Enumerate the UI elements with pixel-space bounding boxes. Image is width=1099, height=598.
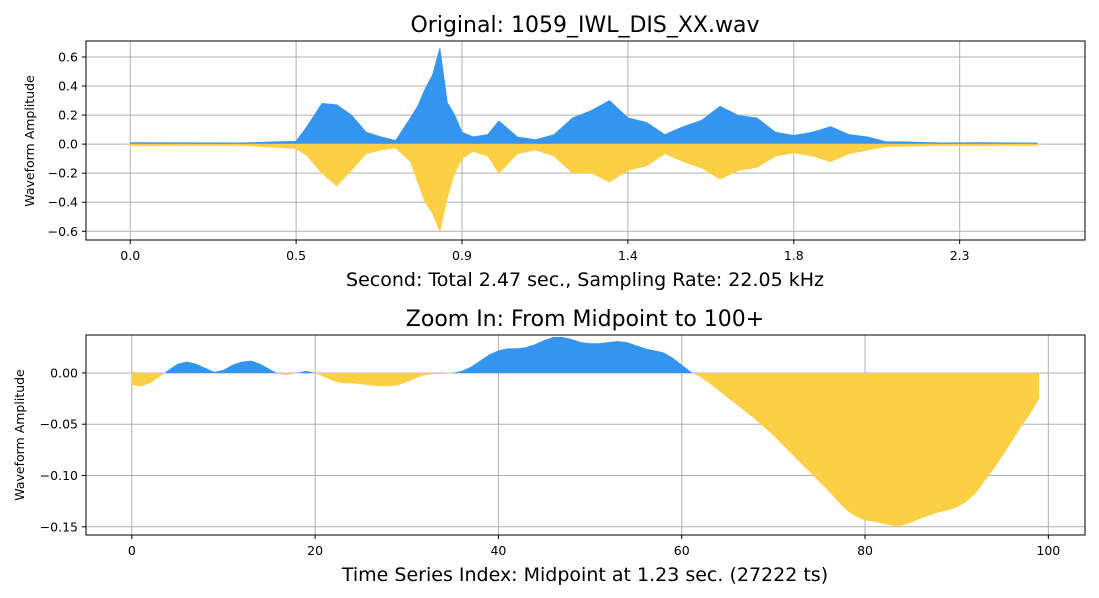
chart-zoom-xtick-label: 20 (307, 543, 323, 558)
chart-zoom-ytick-label: −0.10 (40, 468, 78, 483)
chart-zoom-ylabel: Waveform Amplitude (12, 369, 27, 501)
chart-original-xtick-label: 0.0 (120, 248, 140, 263)
chart-zoom: Zoom In: From Midpoint to 100+ 0 20 40 60 80… (12, 307, 1086, 586)
chart-original-xtick-label: 2.3 (950, 248, 970, 263)
chart-zoom-xtick-label: 40 (490, 543, 506, 558)
chart-zoom-xtick-label: 0 (128, 543, 136, 558)
chart-original-ytick-label: 0.6 (58, 49, 78, 64)
chart-original: Original: 1059_IWL_DIS_XX.wav 0.0 0.5 0.9 1… (22, 13, 1086, 291)
chart-original-xlabel: Second: Total 2.47 sec., Sampling Rate: … (346, 269, 824, 291)
chart-original-ytick-label: −0.6 (48, 224, 78, 239)
chart-zoom-xtick-label: 80 (857, 543, 873, 558)
chart-original-ytick-label: −0.4 (48, 195, 78, 210)
chart-zoom-waveform (131, 337, 1040, 526)
chart-zoom-xtick-label: 100 (1036, 543, 1060, 558)
chart-original-ytick-label: 0.2 (58, 108, 78, 123)
chart-original-negative-envelope (129, 143, 1038, 233)
chart-original-waveform (129, 48, 1038, 233)
chart-original-title: Original: 1059_IWL_DIS_XX.wav (410, 13, 759, 38)
chart-original-xtick-label: 0.5 (286, 248, 306, 263)
chart-zoom-title: Zoom In: From Midpoint to 100+ (406, 307, 764, 332)
chart-zoom-xtick-label: 60 (674, 543, 690, 558)
chart-original-ytick-label: −0.2 (48, 166, 78, 181)
chart-original-xtick-label: 1.8 (784, 248, 804, 263)
chart-zoom-ytick-label: −0.15 (40, 519, 78, 534)
chart-zoom-ytick-label: −0.05 (40, 417, 78, 432)
chart-original-xtick-label: 0.9 (452, 248, 472, 263)
chart-original-ytick-label: 0.0 (58, 137, 78, 152)
chart-zoom-positive-area (164, 337, 693, 373)
chart-original-positive-envelope (129, 48, 1038, 145)
chart-original-frame (85, 40, 1086, 241)
chart-original-ylabel: Waveform Amplitude (22, 75, 37, 207)
chart-zoom-xlabel: Time Series Index: Midpoint at 1.23 sec.… (341, 564, 828, 586)
chart-zoom-frame (85, 334, 1086, 536)
chart-zoom-ytick-label: 0.00 (50, 365, 78, 380)
chart-zoom-ticks: 0 20 40 60 80 100 0.00 −0.05 −0.10 −0.15 (40, 365, 1061, 558)
chart-zoom-negative-area (131, 372, 1040, 526)
chart-original-ticks: 0.0 0.5 0.9 1.4 1.8 2.3 0.6 0.4 0.2 0.0 −0.2 −0.4 −0… (48, 49, 970, 263)
chart-original-ytick-label: 0.4 (58, 79, 78, 94)
chart-original-xtick-label: 1.4 (618, 248, 638, 263)
